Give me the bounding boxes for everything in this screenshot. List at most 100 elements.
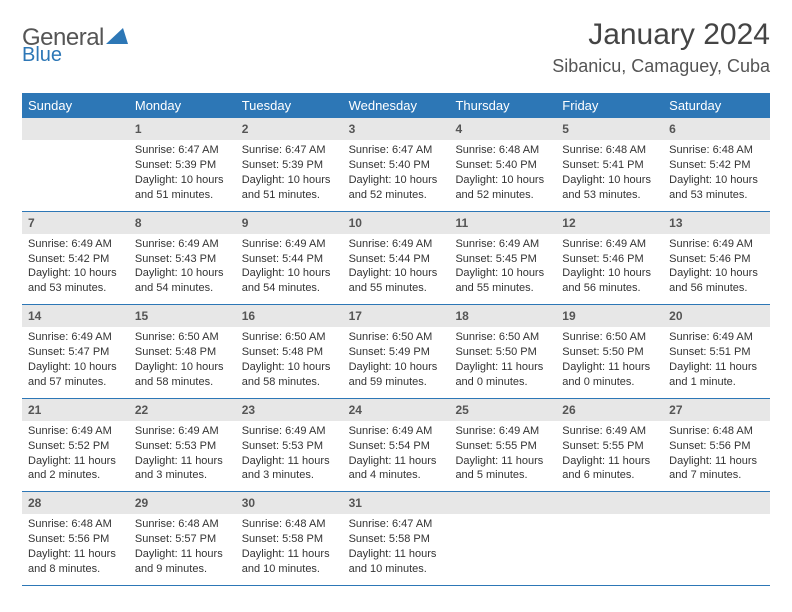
day-number: [449, 492, 556, 514]
day-number: 22: [129, 399, 236, 421]
day-number: 7: [22, 212, 129, 234]
day-cell: 12Sunrise: 6:49 AMSunset: 5:46 PMDayligh…: [556, 212, 663, 305]
day-number: 11: [449, 212, 556, 234]
day-number: [22, 118, 129, 140]
day-cell: 2Sunrise: 6:47 AMSunset: 5:39 PMDaylight…: [236, 118, 343, 211]
dow-cell: Monday: [129, 93, 236, 118]
day-body: Sunrise: 6:47 AMSunset: 5:39 PMDaylight:…: [236, 140, 343, 210]
day-cell: 20Sunrise: 6:49 AMSunset: 5:51 PMDayligh…: [663, 305, 770, 398]
day-number: [556, 492, 663, 514]
day-number: 24: [343, 399, 450, 421]
day-number: 27: [663, 399, 770, 421]
week-row: 1Sunrise: 6:47 AMSunset: 5:39 PMDaylight…: [22, 118, 770, 212]
day-body: Sunrise: 6:48 AMSunset: 5:41 PMDaylight:…: [556, 140, 663, 210]
day-body: Sunrise: 6:49 AMSunset: 5:47 PMDaylight:…: [22, 327, 129, 397]
day-body: Sunrise: 6:49 AMSunset: 5:53 PMDaylight:…: [236, 421, 343, 491]
calendar: SundayMondayTuesdayWednesdayThursdayFrid…: [22, 93, 770, 586]
day-cell: 6Sunrise: 6:48 AMSunset: 5:42 PMDaylight…: [663, 118, 770, 211]
day-number: 2: [236, 118, 343, 140]
day-cell: 22Sunrise: 6:49 AMSunset: 5:53 PMDayligh…: [129, 399, 236, 492]
week-row: 21Sunrise: 6:49 AMSunset: 5:52 PMDayligh…: [22, 399, 770, 493]
location: Sibanicu, Camaguey, Cuba: [552, 56, 770, 77]
day-number: 8: [129, 212, 236, 234]
day-cell: 3Sunrise: 6:47 AMSunset: 5:40 PMDaylight…: [343, 118, 450, 211]
day-body: Sunrise: 6:48 AMSunset: 5:58 PMDaylight:…: [236, 514, 343, 584]
day-cell: 30Sunrise: 6:48 AMSunset: 5:58 PMDayligh…: [236, 492, 343, 585]
page-title: January 2024: [552, 18, 770, 52]
day-number: 6: [663, 118, 770, 140]
dow-row: SundayMondayTuesdayWednesdayThursdayFrid…: [22, 93, 770, 118]
day-body: Sunrise: 6:47 AMSunset: 5:39 PMDaylight:…: [129, 140, 236, 210]
day-body: Sunrise: 6:49 AMSunset: 5:44 PMDaylight:…: [236, 234, 343, 304]
day-cell: 21Sunrise: 6:49 AMSunset: 5:52 PMDayligh…: [22, 399, 129, 492]
day-number: 19: [556, 305, 663, 327]
day-body: Sunrise: 6:49 AMSunset: 5:46 PMDaylight:…: [556, 234, 663, 304]
day-body: Sunrise: 6:50 AMSunset: 5:48 PMDaylight:…: [129, 327, 236, 397]
day-body: Sunrise: 6:48 AMSunset: 5:56 PMDaylight:…: [22, 514, 129, 584]
day-number: 12: [556, 212, 663, 234]
day-number: 30: [236, 492, 343, 514]
day-body: Sunrise: 6:49 AMSunset: 5:55 PMDaylight:…: [556, 421, 663, 491]
dow-cell: Sunday: [22, 93, 129, 118]
day-body: Sunrise: 6:49 AMSunset: 5:46 PMDaylight:…: [663, 234, 770, 304]
day-number: 1: [129, 118, 236, 140]
day-number: 21: [22, 399, 129, 421]
day-number: 10: [343, 212, 450, 234]
day-body: Sunrise: 6:47 AMSunset: 5:58 PMDaylight:…: [343, 514, 450, 584]
day-number: 5: [556, 118, 663, 140]
day-number: 4: [449, 118, 556, 140]
day-cell: 1Sunrise: 6:47 AMSunset: 5:39 PMDaylight…: [129, 118, 236, 211]
day-cell: 10Sunrise: 6:49 AMSunset: 5:44 PMDayligh…: [343, 212, 450, 305]
day-number: 14: [22, 305, 129, 327]
week-row: 28Sunrise: 6:48 AMSunset: 5:56 PMDayligh…: [22, 492, 770, 586]
day-body: Sunrise: 6:48 AMSunset: 5:40 PMDaylight:…: [449, 140, 556, 210]
logo-triangle-icon: [106, 28, 128, 49]
day-number: 3: [343, 118, 450, 140]
day-body: Sunrise: 6:47 AMSunset: 5:40 PMDaylight:…: [343, 140, 450, 210]
day-number: 20: [663, 305, 770, 327]
day-cell: 13Sunrise: 6:49 AMSunset: 5:46 PMDayligh…: [663, 212, 770, 305]
day-number: 13: [663, 212, 770, 234]
day-body: Sunrise: 6:49 AMSunset: 5:53 PMDaylight:…: [129, 421, 236, 491]
day-body: Sunrise: 6:49 AMSunset: 5:45 PMDaylight:…: [449, 234, 556, 304]
day-cell: 11Sunrise: 6:49 AMSunset: 5:45 PMDayligh…: [449, 212, 556, 305]
day-body: Sunrise: 6:48 AMSunset: 5:56 PMDaylight:…: [663, 421, 770, 491]
day-number: 9: [236, 212, 343, 234]
day-cell: [663, 492, 770, 585]
day-cell: 8Sunrise: 6:49 AMSunset: 5:43 PMDaylight…: [129, 212, 236, 305]
day-cell: 25Sunrise: 6:49 AMSunset: 5:55 PMDayligh…: [449, 399, 556, 492]
day-number: 29: [129, 492, 236, 514]
day-cell: 19Sunrise: 6:50 AMSunset: 5:50 PMDayligh…: [556, 305, 663, 398]
day-number: 15: [129, 305, 236, 327]
dow-cell: Thursday: [449, 93, 556, 118]
day-cell: 15Sunrise: 6:50 AMSunset: 5:48 PMDayligh…: [129, 305, 236, 398]
dow-cell: Tuesday: [236, 93, 343, 118]
dow-cell: Saturday: [663, 93, 770, 118]
day-body: Sunrise: 6:50 AMSunset: 5:48 PMDaylight:…: [236, 327, 343, 397]
day-body: Sunrise: 6:50 AMSunset: 5:50 PMDaylight:…: [449, 327, 556, 397]
day-body: Sunrise: 6:49 AMSunset: 5:55 PMDaylight:…: [449, 421, 556, 491]
dow-cell: Friday: [556, 93, 663, 118]
day-body: Sunrise: 6:49 AMSunset: 5:52 PMDaylight:…: [22, 421, 129, 491]
day-cell: 28Sunrise: 6:48 AMSunset: 5:56 PMDayligh…: [22, 492, 129, 585]
day-cell: [556, 492, 663, 585]
day-number: [663, 492, 770, 514]
day-cell: 14Sunrise: 6:49 AMSunset: 5:47 PMDayligh…: [22, 305, 129, 398]
day-number: 17: [343, 305, 450, 327]
day-cell: 18Sunrise: 6:50 AMSunset: 5:50 PMDayligh…: [449, 305, 556, 398]
day-body: Sunrise: 6:49 AMSunset: 5:54 PMDaylight:…: [343, 421, 450, 491]
day-cell: 16Sunrise: 6:50 AMSunset: 5:48 PMDayligh…: [236, 305, 343, 398]
header: General January 2024 Sibanicu, Camaguey,…: [22, 18, 770, 77]
day-cell: 26Sunrise: 6:49 AMSunset: 5:55 PMDayligh…: [556, 399, 663, 492]
day-number: 26: [556, 399, 663, 421]
title-block: January 2024 Sibanicu, Camaguey, Cuba: [552, 18, 770, 77]
day-body: Sunrise: 6:49 AMSunset: 5:44 PMDaylight:…: [343, 234, 450, 304]
day-body: Sunrise: 6:50 AMSunset: 5:50 PMDaylight:…: [556, 327, 663, 397]
day-number: 28: [22, 492, 129, 514]
week-row: 7Sunrise: 6:49 AMSunset: 5:42 PMDaylight…: [22, 212, 770, 306]
day-body: Sunrise: 6:49 AMSunset: 5:42 PMDaylight:…: [22, 234, 129, 304]
day-number: 31: [343, 492, 450, 514]
day-body: Sunrise: 6:48 AMSunset: 5:42 PMDaylight:…: [663, 140, 770, 210]
day-body: Sunrise: 6:50 AMSunset: 5:49 PMDaylight:…: [343, 327, 450, 397]
day-number: 25: [449, 399, 556, 421]
